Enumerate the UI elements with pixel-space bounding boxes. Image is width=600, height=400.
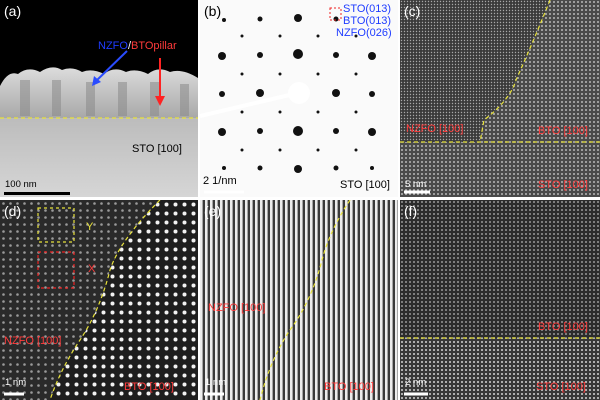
panel-e-scalebar-label: 1 nm bbox=[205, 377, 227, 388]
panel-d: (d) Y X NZFO [100] BTO [100] 1 nm bbox=[0, 200, 198, 400]
panel-d-bto-label: BTO [100] bbox=[124, 381, 174, 393]
panel-a-label: (a) bbox=[4, 3, 22, 19]
panel-b-diffraction bbox=[200, 0, 398, 197]
panel-c-image bbox=[400, 0, 600, 197]
panel-f: (f) BTO [100] STO [100] 2 nm bbox=[400, 200, 600, 400]
panel-a: (a) NZFO/BTOpillar STO [100] 100 nm bbox=[0, 0, 198, 197]
panel-f-image bbox=[400, 200, 600, 400]
panel-c-sto-label: STO [100] bbox=[538, 179, 588, 191]
box-y-label: Y bbox=[86, 221, 94, 233]
panel-a-scalebar bbox=[4, 192, 70, 195]
panel-e: (e) NZFO [100] BTO [100] 1 nm bbox=[200, 200, 398, 400]
panel-c-label: (c) bbox=[404, 3, 421, 19]
panel-a-pillar-label: NZFO/BTOpillar bbox=[98, 41, 177, 52]
panel-a-scalebar-label: 100 nm bbox=[5, 179, 37, 190]
panel-f-sto-label: STO [100] bbox=[536, 381, 586, 393]
panel-f-scalebar-label: 2 nm bbox=[405, 377, 427, 388]
panel-e-image bbox=[200, 200, 398, 400]
panel-b: (b) STO(013) BTO(013) NZFO(026) 2 1/nm S… bbox=[200, 0, 398, 197]
panel-e-nzfo-label: NZFO [100] bbox=[208, 302, 266, 314]
panel-b-scalebar-label: 2 1/nm bbox=[203, 175, 237, 187]
slash-label: / bbox=[127, 40, 132, 52]
panel-e-label: (e) bbox=[204, 203, 222, 219]
panel-a-image bbox=[0, 0, 198, 197]
bto-pillar-label: BTOpillar bbox=[131, 40, 177, 52]
legend-bto: BTO(013) bbox=[343, 15, 392, 27]
panel-d-label: (d) bbox=[4, 203, 22, 219]
panel-f-bto-label: BTO [100] bbox=[538, 321, 588, 333]
legend-nzfo: NZFO(026) bbox=[336, 27, 392, 39]
nzfo-label: NZFO bbox=[98, 40, 128, 52]
panel-d-nzfo-label: NZFO [100] bbox=[4, 335, 62, 347]
panel-c-scalebar-label: 5 nm bbox=[405, 179, 427, 190]
box-x-label: X bbox=[88, 263, 96, 275]
panel-b-label: (b) bbox=[204, 3, 222, 19]
panel-e-bto-label: BTO [100] bbox=[324, 381, 374, 393]
panel-a-substrate-label: STO [100] bbox=[132, 143, 182, 155]
panel-d-image bbox=[0, 200, 198, 400]
panel-d-scalebar-label: 1 nm bbox=[5, 377, 27, 388]
legend-sto: STO(013) bbox=[343, 3, 392, 15]
panel-b-zone-label: STO [100] bbox=[340, 179, 390, 191]
panel-c-nzfo-label: NZFO [100] bbox=[406, 123, 464, 135]
panel-c: (c) NZFO [100] BTO [100] STO [100] 5 nm bbox=[400, 0, 600, 197]
panel-c-bto-label: BTO [100] bbox=[538, 125, 588, 137]
panel-f-label: (f) bbox=[404, 203, 418, 219]
